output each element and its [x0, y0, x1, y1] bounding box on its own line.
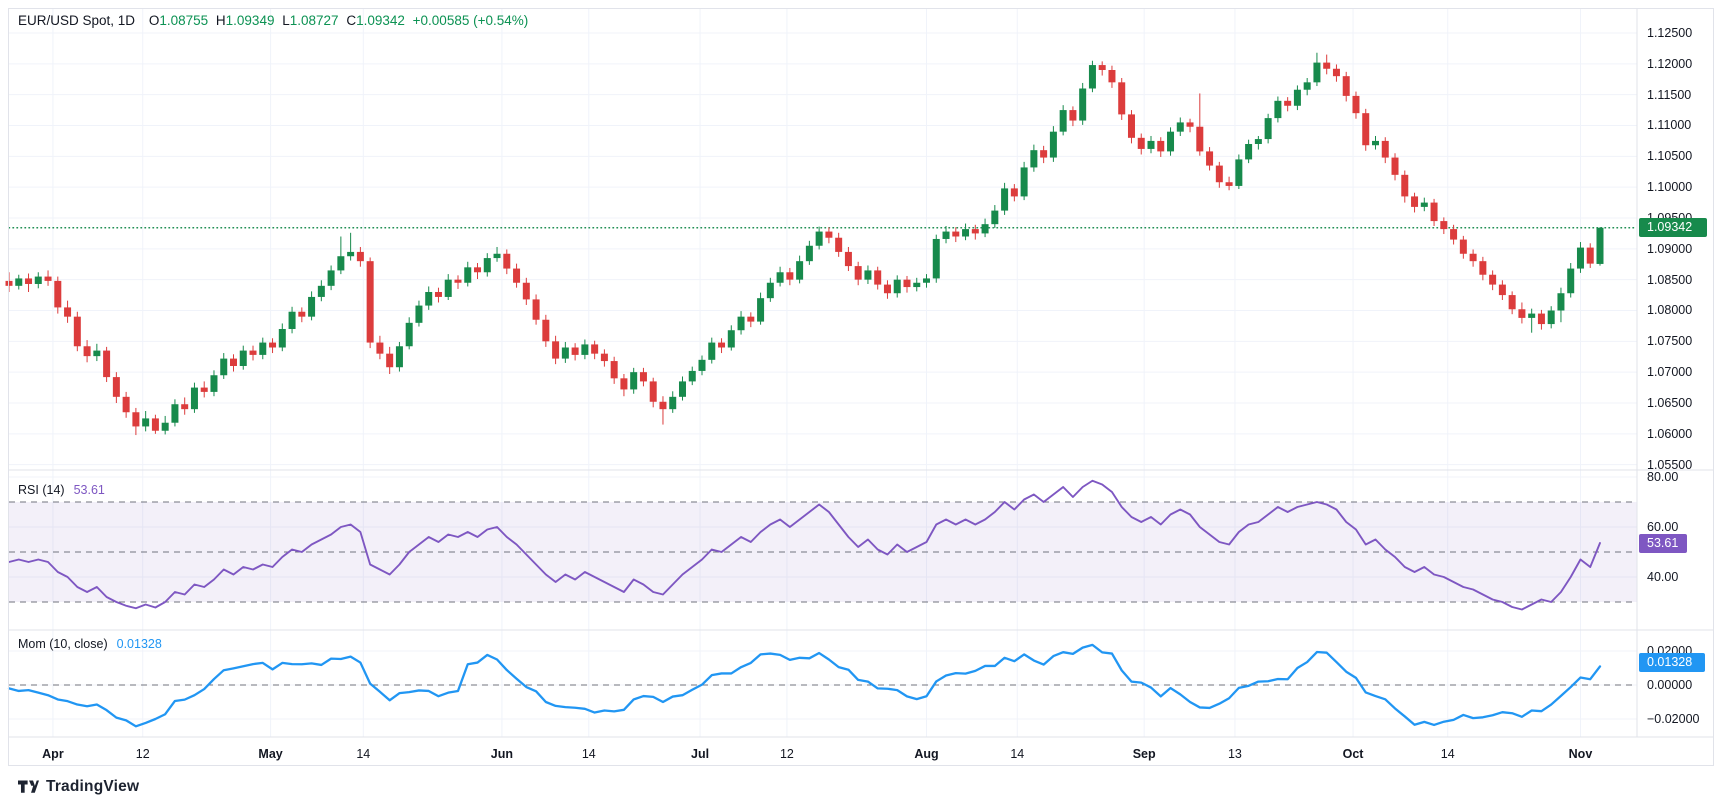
- change-value: +0.00585 (+0.54%): [412, 13, 529, 28]
- ohlc-open-label: O: [148, 13, 160, 28]
- ohlc-low-label: L: [282, 13, 290, 28]
- mom-params: (10, close): [49, 637, 108, 651]
- ohlc-high-value: 1.09349: [225, 13, 275, 28]
- momentum-value-badge: 0.01328: [1639, 653, 1705, 672]
- rsi-title: RSI: [18, 483, 39, 497]
- ohlc-open-value: 1.08755: [159, 13, 209, 28]
- rsi-value-badge: 53.61: [1639, 534, 1687, 553]
- tradingview-logo[interactable]: TradingView: [18, 776, 139, 798]
- tradingview-logo-text: TradingView: [46, 778, 140, 795]
- ohlc-close-label: C: [346, 13, 357, 28]
- symbol-title: EUR/USD Spot, 1D: [18, 13, 136, 28]
- rsi-params: (14): [42, 483, 65, 497]
- ohlc-low-value: 1.08727: [289, 13, 339, 28]
- mom-title: Mom: [18, 637, 46, 651]
- current-price-badge: 1.09342: [1639, 218, 1707, 237]
- tradingview-icon: [18, 780, 39, 793]
- momentum-legend: Mom (10, close) 0.01328: [18, 635, 162, 653]
- ohlc-high-label: H: [215, 13, 226, 28]
- mom-value: 0.01328: [116, 637, 162, 651]
- rsi-value: 53.61: [73, 483, 105, 497]
- ohlc-close-value: 1.09342: [356, 13, 405, 28]
- rsi-legend: RSI (14) 53.61: [18, 481, 105, 499]
- symbol-legend: EUR/USD Spot, 1D O1.08755 H1.09349 L1.08…: [18, 11, 528, 31]
